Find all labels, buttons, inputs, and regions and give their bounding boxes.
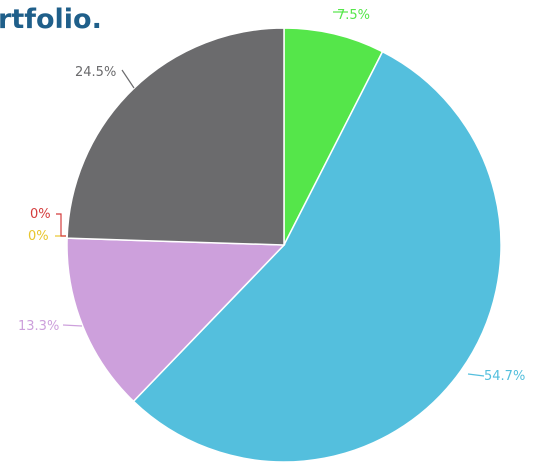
slice-label: 24.5%	[75, 65, 116, 80]
slice-label: 0%	[30, 207, 51, 222]
slice-leader-line	[467, 373, 485, 377]
pie-slice	[66, 237, 286, 403]
slice-leader-line	[121, 69, 135, 89]
pie-slice	[132, 50, 502, 463]
slice-label: 54.7%	[484, 369, 525, 384]
slice-leader-line	[62, 324, 83, 327]
pie-slice	[283, 27, 384, 246]
slice-label: 13.3%	[18, 319, 59, 334]
slice-leader-lines	[55, 11, 485, 377]
chart-title: rtfolio.	[0, 4, 102, 35]
slice-labels: 7.5% 54.7% 13.3% 0% 0% 24.5%	[18, 8, 525, 384]
pie-slices	[66, 27, 502, 463]
slice-label: 7.5%	[337, 8, 370, 23]
pie-slice	[66, 27, 285, 246]
slice-label: 0%	[28, 229, 49, 244]
slice-leader-line	[56, 213, 66, 237]
